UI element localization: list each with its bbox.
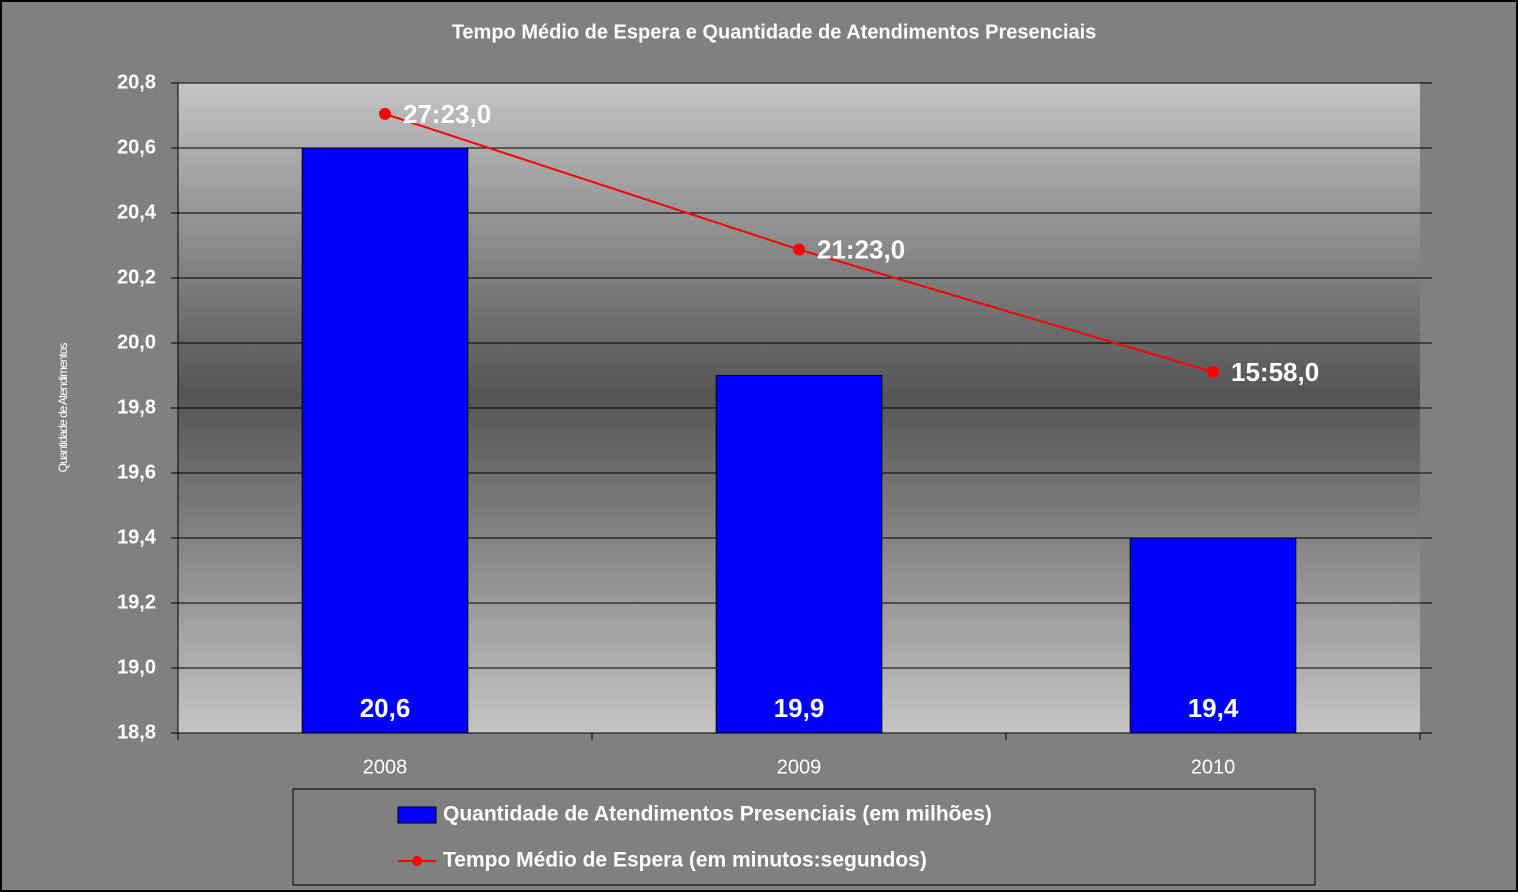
x-tick-label: 2008 [363, 756, 408, 778]
legend [292, 788, 1316, 886]
y-tick-label: 19,6 [117, 461, 156, 483]
data-label: 27:23,0 [403, 99, 491, 129]
y-tick-label: 18,8 [117, 721, 156, 743]
legend-swatch [397, 806, 437, 824]
marker [793, 243, 805, 256]
bar [715, 375, 883, 734]
data-label: 21:23,0 [817, 234, 905, 264]
data-label: 19,9 [774, 693, 825, 723]
y-tick-label: 20,4 [117, 201, 157, 223]
marker [379, 107, 391, 120]
y-tick-label: 20,6 [117, 136, 156, 158]
y-axis-label: Quantidade de Atendimentos [56, 343, 70, 473]
marker [1207, 366, 1219, 379]
y-tick-label: 19,4 [117, 526, 157, 548]
legend-label: Quantidade de Atendimentos Presenciais (… [443, 803, 992, 826]
data-label: 20,6 [360, 693, 411, 723]
x-tick-label: 2010 [1191, 756, 1236, 778]
data-label: 19,4 [1188, 693, 1239, 723]
data-label: 15:58,0 [1231, 357, 1319, 387]
bar [1129, 537, 1297, 734]
y-tick-label: 20,8 [117, 71, 156, 93]
y-tick-label: 19,0 [117, 656, 156, 678]
y-tick-label: 20,0 [117, 331, 156, 353]
bar [301, 147, 469, 734]
y-tick-label: 19,8 [117, 396, 156, 418]
y-tick-label: 20,2 [117, 266, 156, 288]
legend-label: Tempo Médio de Espera (em minutos:segund… [443, 849, 927, 872]
y-tick-label: 19,2 [117, 591, 156, 613]
x-tick-label: 2009 [777, 756, 822, 778]
chart-title: Tempo Médio de Espera e Quantidade de At… [452, 21, 1097, 43]
legend-marker [412, 856, 422, 866]
